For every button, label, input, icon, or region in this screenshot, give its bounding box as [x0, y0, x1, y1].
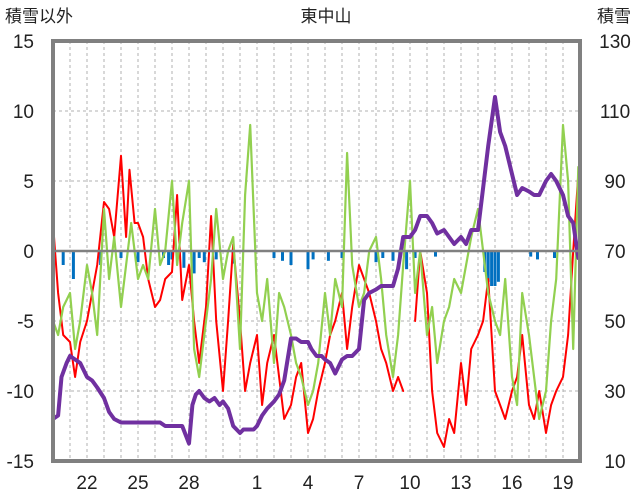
- series-line-1: [52, 154, 580, 448]
- snow-change-bar: [326, 251, 330, 261]
- snow-change-bar: [493, 251, 497, 286]
- snow-change-bar: [529, 251, 533, 257]
- snow-change-bar: [192, 251, 196, 274]
- snow-change-bar: [71, 251, 75, 279]
- snow-change-bar: [182, 251, 186, 268]
- right-tick-label: 110: [600, 102, 630, 123]
- snow-change-bar: [61, 251, 65, 265]
- snow-change-bar: [214, 251, 218, 260]
- snow-change-bar: [202, 251, 206, 263]
- x-tick-label: 16: [501, 473, 522, 494]
- right-axis-label: 積雪: [597, 7, 631, 27]
- snow-change-bar: [490, 251, 494, 286]
- snow-change-bar: [272, 251, 276, 258]
- left-tick-label: -15: [7, 452, 34, 473]
- snow-change-bar: [119, 251, 123, 258]
- snow-change-bar: [381, 251, 385, 258]
- snow-change-bar: [486, 251, 490, 282]
- snow-change-bar: [391, 251, 395, 261]
- right-tick-label: 30: [604, 382, 625, 403]
- x-tick-labels: 22 25 28 1 4 7 10 13 16 19: [76, 473, 573, 494]
- x-tick-label: 7: [354, 473, 365, 494]
- right-tick-label: 70: [604, 242, 625, 263]
- snow-change-bar: [405, 251, 409, 270]
- left-tick-label: -5: [17, 312, 34, 333]
- x-tick-label: 28: [178, 473, 199, 494]
- right-tick-labels: 130 110 90 70 50 30 10: [599, 32, 631, 473]
- snow-change-bar: [136, 251, 140, 263]
- plot-frame: [51, 39, 582, 463]
- right-tick-label: 10: [604, 452, 625, 473]
- snow-change-bar: [496, 251, 500, 282]
- x-tick-label: 13: [450, 473, 471, 494]
- x-tick-label: 22: [76, 473, 97, 494]
- snow-change-bar: [536, 251, 539, 260]
- chart-title: 東中山: [301, 7, 352, 27]
- snow-change-bar: [374, 251, 378, 263]
- x-tick-label: 4: [303, 473, 314, 494]
- left-axis-label: 積雪以外: [5, 7, 73, 27]
- snow-change-bar: [340, 251, 344, 258]
- left-tick-label: 0: [23, 242, 34, 263]
- x-tick-label: 19: [552, 473, 573, 494]
- snow-change-bar: [311, 251, 315, 260]
- snow-change-bar: [170, 251, 174, 260]
- series-lines: [51, 95, 581, 448]
- snow-change-bar: [167, 251, 171, 265]
- left-tick-label: 10: [13, 102, 34, 123]
- left-tick-label: 15: [13, 32, 34, 53]
- snow-change-bar: [553, 251, 556, 258]
- series-line-2: [51, 123, 580, 421]
- right-tick-label: 90: [604, 172, 625, 193]
- x-tick-label: 1: [252, 473, 263, 494]
- right-tick-label: 50: [604, 312, 625, 333]
- right-tick-label: 130: [599, 32, 631, 53]
- left-tick-labels: 15 10 5 0 -5 -10 -15: [7, 32, 34, 473]
- snow-change-bar: [413, 251, 417, 258]
- series-line-3: [51, 95, 581, 446]
- left-tick-label: 5: [23, 172, 34, 193]
- snow-change-bar: [306, 251, 310, 270]
- snow-change-bar: [289, 251, 293, 265]
- snow-change-bar: [197, 251, 201, 258]
- left-tick-label: -10: [7, 382, 34, 403]
- x-tick-label: 10: [399, 473, 420, 494]
- snow-change-bar: [434, 251, 437, 257]
- snow-change-bar: [281, 251, 284, 261]
- x-tick-label: 25: [127, 473, 148, 494]
